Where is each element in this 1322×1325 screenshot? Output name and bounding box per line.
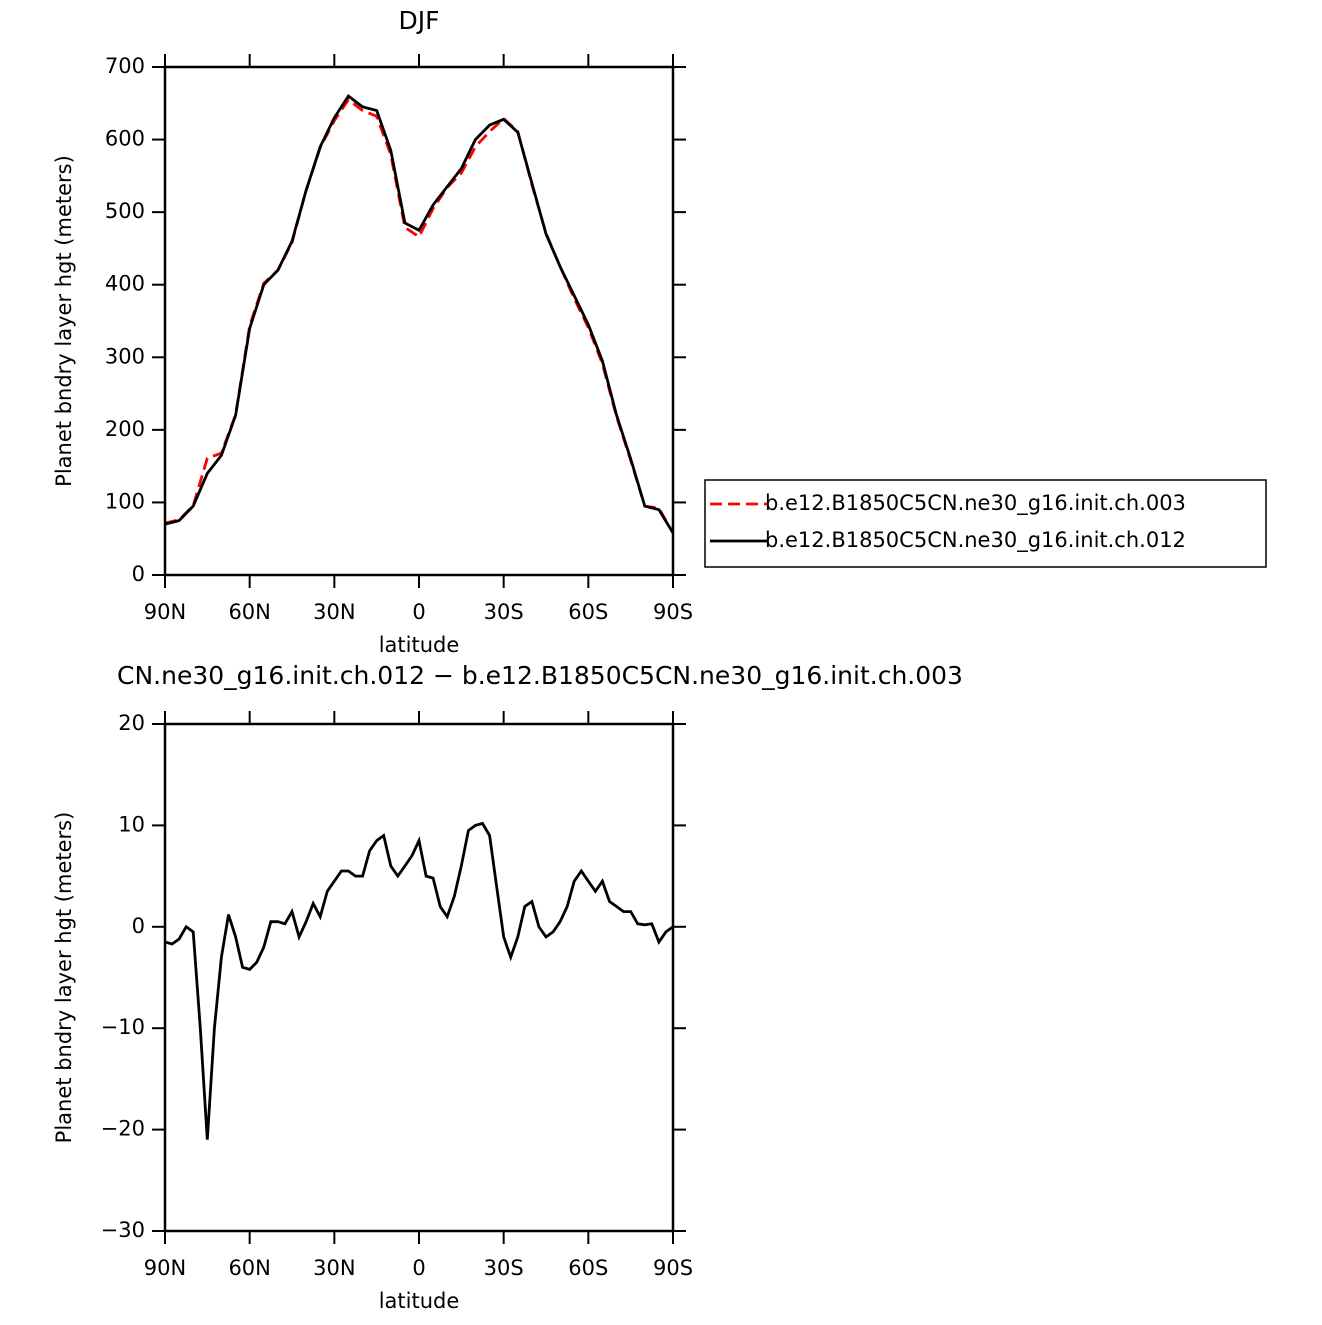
x-tick-label: 90N: [144, 600, 186, 624]
y-tick-label: 300: [105, 344, 145, 368]
x-tick-label: 60N: [228, 600, 270, 624]
y-tick-label: 10: [118, 812, 145, 836]
y-axis-label: Planet bndry layer hgt (meters): [52, 155, 76, 487]
y-tick-label: 700: [105, 54, 145, 78]
x-tick-label: 90N: [144, 1256, 186, 1280]
data-line: [164, 93, 675, 534]
x-axis-label: latitude: [379, 633, 460, 657]
chart-title: CN.ne30_g16.init.ch.012 − b.e12.B1850C5C…: [117, 661, 963, 690]
y-tick-label: 400: [105, 272, 145, 296]
x-tick-label: 0: [412, 1256, 425, 1280]
x-tick-label: 30N: [313, 1256, 355, 1280]
x-axis-label: latitude: [379, 1289, 460, 1313]
x-tick-label: 30S: [484, 600, 524, 624]
x-tick-label: 60S: [568, 600, 608, 624]
y-tick-label: −30: [101, 1218, 145, 1242]
y-tick-label: 0: [132, 562, 145, 586]
y-tick-label: −10: [101, 1015, 145, 1039]
x-tick-label: 60S: [568, 1256, 608, 1280]
x-tick-label: 90S: [653, 1256, 693, 1280]
data-line: [164, 97, 675, 534]
legend-box: [704, 479, 1267, 568]
legend-label: b.e12.B1850C5CN.ne30_g16.init.ch.003: [765, 491, 1186, 516]
y-tick-label: −20: [101, 1117, 145, 1141]
y-tick-label: 0: [132, 914, 145, 938]
legend-label: b.e12.B1850C5CN.ne30_g16.init.ch.012: [765, 528, 1186, 553]
x-tick-label: 30N: [313, 600, 355, 624]
y-tick-label: 200: [105, 417, 145, 441]
x-tick-label: 60N: [228, 1256, 270, 1280]
x-tick-label: 30S: [484, 1256, 524, 1280]
chart-title: DJF: [398, 6, 439, 35]
x-tick-label: 0: [412, 600, 425, 624]
x-tick-label: 90S: [653, 600, 693, 624]
plot-frame: [163, 722, 675, 1233]
y-tick-label: 100: [105, 489, 145, 513]
y-tick-label: 600: [105, 127, 145, 151]
data-line: [164, 821, 674, 1140]
y-tick-label: 500: [105, 199, 145, 223]
y-tick-label: 20: [118, 711, 145, 735]
y-axis-label: Planet bndry layer hgt (meters): [52, 812, 76, 1144]
plot-frame: [163, 65, 675, 577]
